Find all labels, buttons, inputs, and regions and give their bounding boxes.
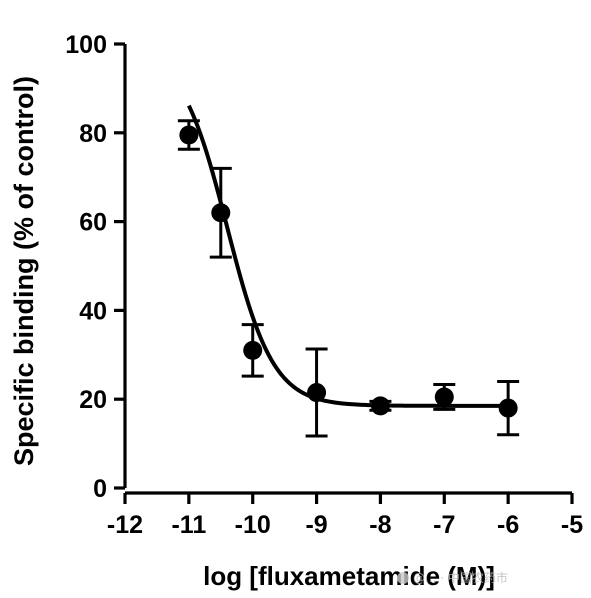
y-tick-label: 0 xyxy=(93,475,107,503)
watermark-text: @... · 中国农药市 xyxy=(413,570,508,585)
data-point xyxy=(211,203,231,223)
fit-curve xyxy=(187,104,509,408)
y-tick-label: 100 xyxy=(65,31,107,59)
x-tick-label: -11 xyxy=(171,511,206,539)
data-point xyxy=(243,340,263,360)
y-axis-label: Specific binding (% of control) xyxy=(9,76,39,466)
x-tick-label: -5 xyxy=(561,511,583,539)
y-tick-label: 80 xyxy=(79,120,107,148)
axes: 0 20 40 60 80 100 -12 -11 -10 -9 -8 -7 -6 -5 xyxy=(65,31,583,539)
data-point xyxy=(307,383,327,403)
y-tick-label: 40 xyxy=(79,297,107,325)
data-point xyxy=(498,398,518,418)
watermark-logo-icon xyxy=(397,572,409,584)
data-marks xyxy=(177,119,520,438)
data-point xyxy=(370,396,390,416)
x-tick-label: -12 xyxy=(107,511,143,539)
x-tick-label: -9 xyxy=(305,511,327,539)
x-tick-label: -10 xyxy=(235,511,271,539)
data-point xyxy=(179,125,199,145)
x-axis-label: log [fluxametamide (M)] xyxy=(203,561,495,591)
y-tick-label: 60 xyxy=(79,209,107,237)
x-tick-label: -6 xyxy=(497,511,519,539)
x-tick-label: -8 xyxy=(369,511,391,539)
watermark: @... · 中国农药市 xyxy=(397,570,508,585)
data-point xyxy=(434,387,454,407)
fit-curve-group xyxy=(187,104,509,408)
y-tick-label: 20 xyxy=(79,386,107,414)
x-tick-label: -7 xyxy=(433,511,455,539)
